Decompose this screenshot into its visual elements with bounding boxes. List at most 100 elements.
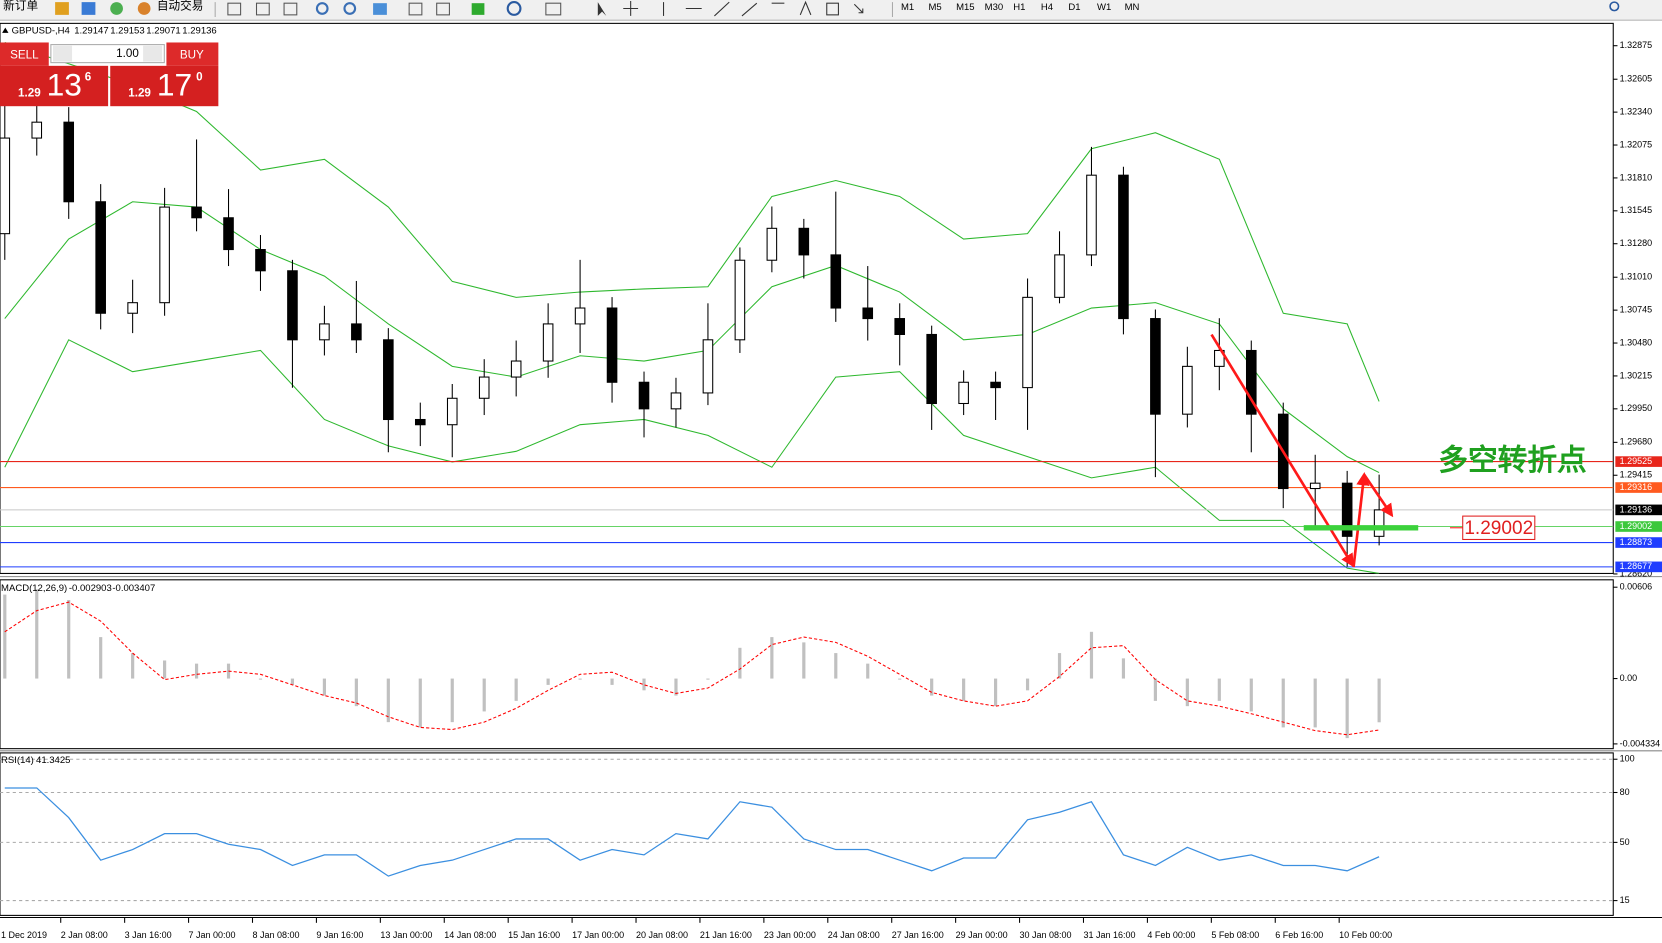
price-pane [0,22,1614,574]
timeframe-button[interactable]: M15 [956,2,975,13]
sell-label[interactable]: SELL [10,48,39,61]
macd-bar [258,678,263,680]
x-tick-label: 7 Jan 00:00 [189,930,236,940]
candle-body [1150,318,1161,415]
x-tick-label: 8 Jan 08:00 [252,930,299,940]
zoom-out[interactable] [343,2,357,15]
macd-bar [1185,678,1189,707]
icon[interactable] [110,2,123,15]
sell-button[interactable] [0,42,49,66]
x-tick-label: 10 Feb 00:00 [1339,930,1392,940]
icon[interactable] [373,3,387,15]
candle-body [319,323,330,341]
timeframes: M1 M5 M15 M30 H1 H4 D1 W1 MN [901,2,1140,13]
text-tool[interactable] [799,0,812,16]
icon[interactable] [81,2,96,15]
y-tick-label: 50 [1620,837,1630,847]
icon[interactable] [55,2,69,15]
icon[interactable] [436,2,450,16]
lot-up[interactable] [143,45,163,62]
timeframe-button[interactable]: H4 [1041,2,1054,13]
band-upper [4,41,1380,402]
crosshair-tool[interactable] [623,1,639,16]
level-label-bg [1615,504,1662,516]
timeframe-button[interactable]: H1 [1013,2,1025,13]
macd-bar [450,678,454,723]
rsi-plot [0,758,1614,902]
sell-price-box[interactable] [0,65,109,107]
icon[interactable] [255,2,270,16]
x-tick-label: 29 Jan 00:00 [956,930,1008,940]
timeframe-button[interactable]: M1 [901,2,914,13]
lot-value[interactable]: 1.00 [116,47,139,60]
macd-bar [578,678,582,680]
annotation-text: 多空转折点 [1438,444,1586,477]
candle-body [958,381,969,405]
y-tick-label: 1.30480 [1620,337,1653,347]
y-tick-label: -0.004334 [1620,738,1661,748]
macd-bar [802,642,806,679]
timeframe-button[interactable]: W1 [1097,2,1111,13]
header-high: 1.29153 [110,25,144,36]
y-tick-label: 80 [1620,787,1630,797]
candle-body [0,137,11,235]
price-plot [0,41,1614,574]
channel-tool[interactable] [741,2,758,17]
icon[interactable] [283,2,298,16]
header-low: 1.29071 [146,25,180,36]
arrows-tool[interactable] [853,3,864,14]
templates[interactable] [545,2,562,16]
macd-plot [3,589,1381,739]
y-tick-label: 1.32075 [1620,139,1653,149]
search[interactable] [1609,1,1620,12]
macd-bar [163,660,167,679]
candle-body [990,381,1001,389]
buy-button[interactable] [166,42,219,66]
candle-body [287,270,298,341]
x-tick-label: 5 Feb 08:00 [1211,930,1259,940]
candle-body [574,307,586,325]
level-label: 1.29316 [1620,482,1653,492]
auto-trading-button[interactable]: 自动交易 [157,0,204,12]
indicators[interactable] [471,3,485,15]
buy-price-box[interactable] [110,65,219,107]
collapse-icon[interactable] [2,27,9,33]
buy-label[interactable]: BUY [180,48,204,61]
timeframe-button[interactable]: D1 [1068,2,1080,13]
buy-price-pips: 17 [157,66,192,102]
toolbar: 新订单 自动交易 M1 M5 M15 M30 H1 H4 D1 W1 MN [0,0,1662,21]
cursor-tool[interactable] [597,2,607,16]
candle-body [830,254,842,309]
periods[interactable] [506,1,522,16]
macd-bar [1217,678,1221,701]
level-label: 1.29525 [1620,456,1653,466]
lot-input[interactable] [50,44,165,64]
lot-down[interactable] [52,45,73,62]
label-tool[interactable] [826,2,839,16]
candle-body [223,217,234,251]
y-tick-label: 1.31010 [1620,272,1653,282]
y-tick-label: 1.32340 [1620,106,1653,116]
sell-price-big: 1.29 [18,87,41,100]
trendline-tool[interactable] [714,1,730,17]
macd-bar [99,637,103,679]
candle-body [446,397,458,426]
candle-body [926,333,937,405]
timeframe-button[interactable]: MN [1125,2,1140,13]
icon[interactable] [227,2,242,16]
rsi-title: RSI(14) [1,755,34,766]
candle-body [670,392,682,410]
up-arrow [1352,472,1370,568]
x-tick-label: 9 Jan 16:00 [316,930,363,940]
timeframe-button[interactable]: M5 [929,2,942,13]
level-label-bg [1615,537,1662,548]
candle-body [1373,509,1385,537]
new-order-button[interactable]: 新订单 [3,0,38,12]
candle-body [1341,482,1353,537]
y-tick-label: 100 [1620,754,1635,764]
icon[interactable] [408,2,423,16]
auto-trading-icon[interactable] [137,2,151,15]
timeframe-button[interactable]: M30 [985,2,1004,13]
macd-bar [418,678,422,728]
zoom-in[interactable] [315,2,329,15]
